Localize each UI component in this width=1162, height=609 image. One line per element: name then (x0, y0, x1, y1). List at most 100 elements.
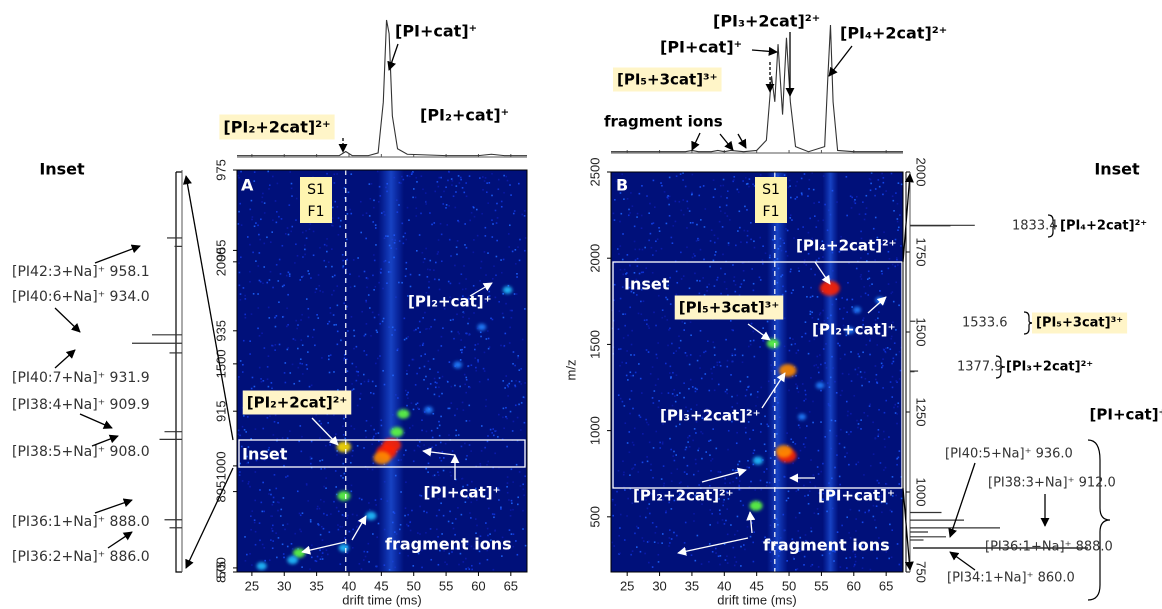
noise (622, 337, 625, 339)
noise (688, 287, 691, 290)
noise (485, 338, 488, 340)
noise (668, 176, 671, 179)
noise (807, 352, 810, 355)
noise (895, 380, 898, 382)
noise (275, 315, 278, 317)
noise (645, 418, 647, 421)
noise (418, 234, 421, 236)
arrow (351, 515, 367, 541)
noise (695, 462, 697, 465)
noise (793, 558, 795, 560)
noise (491, 513, 494, 515)
x-tick-label: 30 (652, 578, 666, 593)
noise (854, 368, 857, 371)
noise (617, 469, 620, 472)
noise (286, 437, 289, 440)
noise (848, 532, 850, 534)
noise (516, 272, 518, 275)
noise (616, 248, 619, 250)
noise (261, 201, 263, 203)
noise (327, 358, 330, 361)
noise (438, 386, 440, 389)
noise (841, 389, 843, 392)
y-tick-label: 1500 (587, 330, 602, 359)
noise (651, 522, 654, 524)
noise (472, 284, 475, 287)
annotation: Inset (624, 275, 670, 294)
noise (669, 365, 672, 368)
noise (375, 329, 378, 332)
noise (652, 447, 655, 449)
noise (751, 522, 753, 524)
noise (848, 463, 850, 466)
noise (704, 350, 707, 353)
annotation: fragment ions (763, 536, 890, 555)
noise (517, 357, 519, 359)
noise (755, 405, 757, 407)
noise (681, 321, 684, 323)
noise (498, 300, 500, 303)
noise (433, 393, 436, 396)
noise (356, 445, 359, 447)
noise (255, 222, 257, 224)
noise (798, 270, 800, 272)
noise (900, 497, 903, 500)
noise (244, 316, 247, 319)
noise (806, 295, 808, 298)
noise (510, 468, 513, 471)
noise (733, 175, 736, 178)
noise (692, 439, 694, 442)
noise (711, 372, 713, 375)
noise (626, 254, 629, 256)
noise (250, 387, 253, 390)
noise (718, 498, 720, 500)
noise (501, 312, 504, 315)
noise (346, 552, 349, 554)
noise (250, 515, 252, 517)
noise (480, 335, 482, 338)
noise (618, 348, 620, 350)
noise (505, 175, 508, 178)
noise (496, 239, 498, 242)
noise (849, 508, 852, 511)
noise (845, 334, 848, 337)
noise (433, 377, 436, 380)
noise (297, 324, 299, 326)
noise (719, 206, 721, 208)
noise (416, 372, 418, 375)
noise (341, 525, 343, 528)
noise (266, 236, 268, 239)
noise (375, 362, 377, 365)
noise (849, 537, 852, 539)
noise (467, 322, 469, 325)
noise (693, 512, 695, 515)
noise (333, 173, 336, 176)
noise (848, 262, 850, 264)
noise (451, 522, 454, 524)
noise (337, 524, 339, 526)
noise (413, 449, 416, 452)
noise (680, 481, 682, 483)
noise (515, 293, 518, 295)
noise (511, 502, 513, 505)
noise (732, 469, 734, 471)
noise (242, 363, 244, 366)
noise (423, 257, 426, 260)
noise (407, 525, 410, 527)
noise (331, 224, 333, 227)
noise (656, 357, 658, 359)
noise (351, 513, 354, 516)
noise (452, 527, 455, 530)
noise (734, 284, 737, 286)
noise (427, 387, 429, 390)
noise (440, 459, 443, 462)
noise (417, 532, 419, 534)
noise (521, 213, 524, 216)
noise (268, 489, 271, 491)
noise (890, 292, 893, 295)
noise (761, 540, 764, 543)
noise (438, 288, 441, 291)
noise (850, 351, 852, 353)
noise (268, 279, 271, 281)
